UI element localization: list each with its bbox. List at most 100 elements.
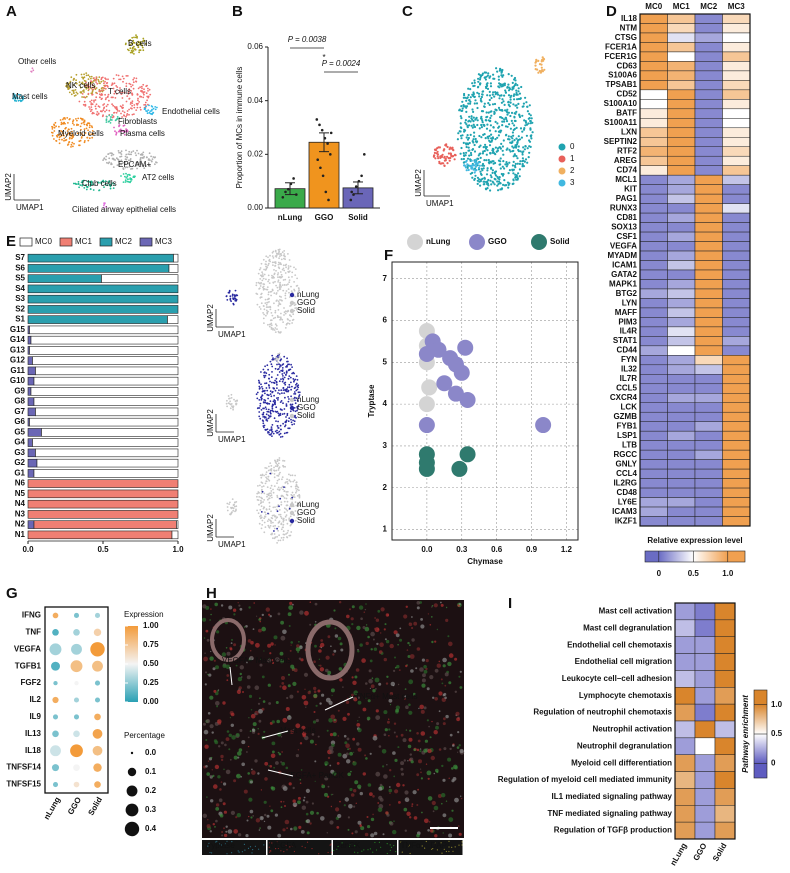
umap-point	[64, 118, 66, 120]
tissue-speck	[330, 793, 333, 796]
umap-point	[297, 386, 300, 389]
umap-point	[77, 182, 80, 185]
umap-point	[280, 365, 282, 367]
tissue-speck	[362, 707, 367, 712]
tissue-speck	[292, 786, 295, 790]
umap-point	[107, 86, 109, 88]
umap-point	[277, 525, 280, 528]
umap-point	[531, 131, 534, 134]
umap-point	[282, 520, 285, 523]
channel-speck	[425, 840, 427, 843]
umap-point	[467, 143, 470, 146]
channel-speck	[354, 845, 356, 847]
umap-point	[281, 367, 284, 369]
heatmap-cell	[667, 487, 696, 498]
legend-swatch	[59, 237, 73, 247]
heatmap-cell	[694, 336, 723, 347]
heatmap-cell	[639, 307, 668, 318]
row-label: CCL4	[616, 469, 637, 478]
umap-point	[294, 519, 297, 522]
umap-point	[262, 312, 264, 314]
tissue-speck	[372, 795, 375, 798]
umap-point	[267, 469, 270, 472]
umap-point	[477, 161, 480, 164]
dot	[73, 629, 80, 636]
umap-point	[104, 183, 107, 186]
umap-point	[258, 399, 261, 401]
tissue-speck	[408, 703, 411, 707]
umap-point	[269, 308, 272, 311]
umap-point	[296, 379, 299, 381]
umap-point	[281, 318, 284, 321]
tissue-speck	[365, 624, 368, 626]
tissue-speck	[325, 697, 331, 703]
umap-point	[51, 134, 54, 137]
colorbar-tick-label: 1.0	[771, 700, 783, 709]
umap-point	[88, 106, 90, 108]
umap-point	[516, 162, 519, 165]
tissue-speck	[347, 772, 352, 777]
umap-point	[262, 368, 265, 371]
x-tick-label: 0.9	[526, 545, 538, 554]
row-label: IL4R	[620, 327, 638, 336]
umap-point	[68, 141, 71, 143]
umap-point	[490, 133, 493, 136]
umap-point	[275, 292, 278, 294]
umap-point	[517, 172, 520, 175]
umap-point	[296, 485, 299, 488]
umap-point	[75, 73, 78, 76]
umap-point	[293, 423, 296, 425]
umap-point	[296, 277, 298, 280]
umap-point	[285, 290, 288, 292]
umap-point	[464, 121, 467, 124]
tissue-speck	[404, 790, 409, 795]
umap-point	[272, 257, 275, 259]
tissue-speck	[340, 648, 344, 652]
umap-point	[55, 140, 58, 142]
umap-point	[19, 94, 22, 96]
umap-point	[276, 482, 278, 484]
data-point	[295, 193, 298, 196]
umap-point	[263, 511, 266, 514]
umap-point	[282, 389, 285, 391]
umap-point	[511, 131, 514, 134]
tissue-speck	[237, 751, 242, 756]
umap-point	[266, 493, 269, 496]
scatter-point	[459, 446, 476, 463]
tissue-speck	[423, 706, 427, 710]
heatmap-cell	[714, 703, 736, 722]
tissue-speck	[440, 601, 442, 604]
umap-point	[469, 102, 472, 105]
umap-point	[497, 177, 500, 180]
tissue-speck	[218, 798, 223, 802]
umap-point	[278, 534, 280, 537]
umap-point	[478, 95, 481, 98]
umap-point	[230, 300, 233, 302]
tissue-speck	[349, 751, 353, 756]
umap-point	[288, 398, 290, 400]
umap-point	[488, 129, 492, 132]
data-point	[318, 123, 321, 127]
umap-point	[268, 497, 270, 500]
umap-point	[119, 155, 121, 158]
umap-point	[273, 527, 276, 530]
umap-point	[134, 152, 137, 154]
umap-point	[263, 374, 265, 377]
dot	[93, 763, 102, 772]
umap-point	[265, 467, 268, 469]
channel-speck	[219, 843, 221, 845]
heatmap-cell	[667, 317, 696, 328]
tissue-speck	[306, 831, 310, 835]
umap-point	[481, 177, 484, 180]
channel-speck	[401, 851, 403, 853]
umap-point	[262, 411, 265, 414]
umap-point	[284, 312, 287, 315]
umap-point	[274, 519, 277, 521]
channel-speck	[209, 851, 211, 854]
umap-point	[281, 299, 283, 302]
tissue-speck	[247, 745, 250, 748]
tissue-speck	[425, 659, 429, 663]
dot	[50, 745, 61, 757]
umap-point	[149, 93, 152, 96]
umap-point	[473, 143, 476, 147]
